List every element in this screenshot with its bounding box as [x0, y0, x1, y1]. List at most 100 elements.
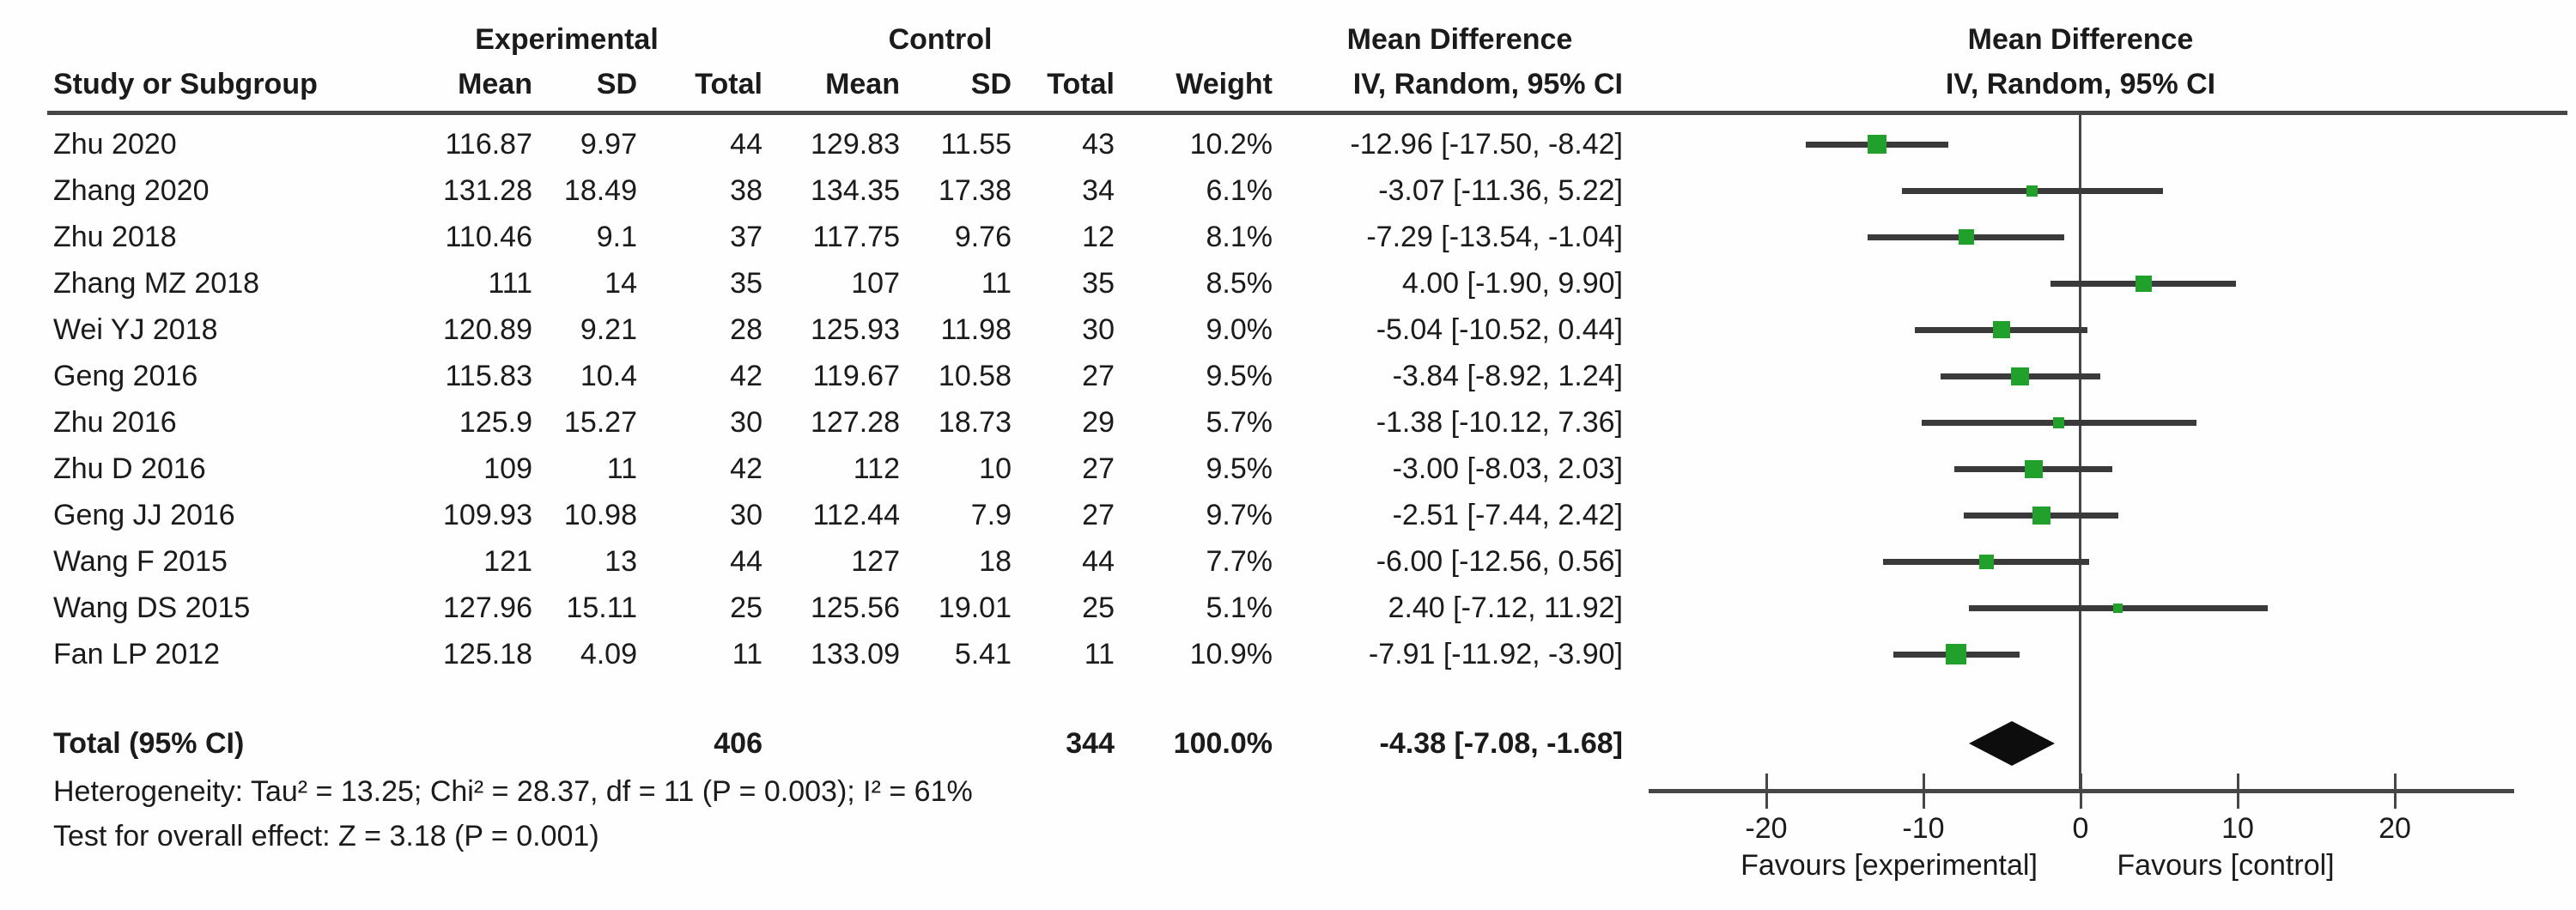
- study-cell-e_sd: 9.21: [580, 313, 637, 346]
- study-cell-ci: 2.40 [-7.12, 11.92]: [1388, 592, 1623, 624]
- study-cell-c_total: 29: [1082, 406, 1115, 439]
- effect-marker: [2024, 459, 2043, 478]
- study-cell-c_mean: 134.35: [811, 174, 900, 207]
- study-cell-c_sd: 19.01: [938, 592, 1012, 624]
- study-cell-ci: -3.00 [-8.03, 2.03]: [1392, 452, 1623, 485]
- study-cell-ci: 4.00 [-1.90, 9.90]: [1401, 267, 1623, 300]
- study-label: Wang F 2015: [53, 545, 228, 578]
- study-cell-ci: -7.29 [-13.54, -1.04]: [1366, 221, 1623, 253]
- study-cell-e_total: 42: [730, 452, 762, 485]
- total-label: Total (95% CI): [53, 727, 245, 760]
- effect-marker: [2026, 185, 2038, 197]
- study-cell-c_mean: 117.75: [812, 221, 900, 253]
- effect-marker: [2032, 506, 2050, 525]
- study-cell-c_sd: 18.73: [938, 406, 1012, 439]
- study-cell-ci: -7.91 [-11.92, -3.90]: [1368, 638, 1623, 670]
- study-label: Wang DS 2015: [53, 592, 251, 624]
- col-header-ctrl-mean: Mean: [825, 68, 900, 100]
- study-cell-e_mean: 131.28: [443, 174, 532, 207]
- study-cell-e_mean: 109: [483, 452, 532, 485]
- total-exp-total: 406: [714, 727, 762, 760]
- study-cell-e_sd: 15.11: [566, 592, 637, 624]
- study-cell-c_sd: 17.38: [938, 174, 1012, 207]
- tick-label: -10: [1902, 812, 1945, 845]
- study-cell-weight: 5.7%: [1206, 406, 1273, 439]
- study-cell-weight: 9.5%: [1206, 452, 1273, 485]
- study-cell-weight: 9.0%: [1206, 313, 1273, 346]
- study-label: Wei YJ 2018: [53, 313, 218, 346]
- col-header-exp-total: Total: [695, 68, 762, 100]
- study-cell-weight: 7.7%: [1206, 545, 1273, 578]
- study-cell-c_total: 35: [1082, 267, 1115, 300]
- study-cell-c_mean: 133.09: [811, 638, 900, 670]
- study-cell-c_sd: 11: [981, 267, 1012, 300]
- study-cell-c_mean: 125.56: [811, 592, 900, 624]
- study-cell-weight: 6.1%: [1206, 174, 1273, 207]
- effect-marker: [2135, 275, 2152, 292]
- overall-effect-note: Test for overall effect: Z = 3.18 (P = 0…: [53, 820, 599, 852]
- study-cell-e_mean: 125.18: [443, 638, 532, 670]
- effect-marker: [2011, 367, 2030, 385]
- study-cell-e_mean: 121: [483, 545, 532, 578]
- study-label: Geng 2016: [53, 360, 198, 392]
- total-weight: 100.0%: [1173, 727, 1273, 760]
- heterogeneity-note: Heterogeneity: Tau² = 13.25; Chi² = 28.3…: [53, 775, 973, 808]
- summary-diamond: [1969, 721, 2055, 766]
- study-cell-weight: 9.5%: [1206, 360, 1273, 392]
- study-label: Zhang MZ 2018: [53, 267, 260, 300]
- axis-tick: [1922, 774, 1925, 809]
- tick-label: -20: [1745, 812, 1788, 845]
- col-header-ctrl-sd: SD: [970, 68, 1012, 100]
- study-label: Fan LP 2012: [53, 638, 221, 670]
- study-cell-e_total: 30: [730, 499, 762, 531]
- col-header-ctrl-total: Total: [1047, 68, 1115, 100]
- study-cell-c_total: 27: [1082, 499, 1115, 531]
- study-cell-c_sd: 11.98: [940, 313, 1012, 346]
- effect-marker: [1867, 135, 1886, 154]
- study-cell-e_sd: 4.09: [580, 638, 637, 670]
- study-cell-e_sd: 11: [606, 452, 637, 485]
- study-cell-c_total: 12: [1082, 221, 1115, 253]
- study-cell-e_mean: 109.93: [443, 499, 532, 531]
- study-label: Zhu D 2016: [53, 452, 206, 485]
- study-cell-e_total: 42: [730, 360, 762, 392]
- experimental-group-header: Experimental: [475, 23, 659, 56]
- favours-experimental-label: Favours [experimental]: [1741, 849, 2038, 882]
- study-cell-e_mean: 111: [488, 267, 532, 300]
- col-header-exp-mean: Mean: [458, 68, 532, 100]
- study-cell-e_total: 44: [730, 128, 762, 161]
- md-column-header-line1: Mean Difference: [1346, 23, 1573, 56]
- study-cell-ci: -12.96 [-17.50, -8.42]: [1350, 128, 1623, 161]
- study-cell-weight: 10.2%: [1189, 128, 1273, 161]
- favours-control-label: Favours [control]: [2117, 849, 2335, 882]
- study-cell-e_total: 44: [730, 545, 762, 578]
- md-plot-header-line2: IV, Random, 95% CI: [1945, 68, 2216, 100]
- study-cell-e_total: 38: [730, 174, 762, 207]
- study-cell-e_total: 25: [730, 592, 762, 624]
- control-group-header: Control: [888, 23, 993, 56]
- study-cell-c_mean: 119.67: [812, 360, 900, 392]
- study-cell-ci: -1.38 [-10.12, 7.36]: [1376, 406, 1623, 439]
- study-cell-e_mean: 125.9: [459, 406, 532, 439]
- study-cell-e_sd: 14: [605, 267, 637, 300]
- col-header-ci: IV, Random, 95% CI: [1352, 68, 1623, 100]
- study-cell-e_sd: 9.1: [596, 221, 637, 253]
- study-cell-ci: -3.84 [-8.92, 1.24]: [1392, 360, 1623, 392]
- study-cell-c_total: 44: [1082, 545, 1115, 578]
- study-cell-e_mean: 120.89: [443, 313, 532, 346]
- study-cell-e_total: 30: [730, 406, 762, 439]
- study-cell-c_mean: 125.93: [811, 313, 900, 346]
- total-ci-text: -4.38 [-7.08, -1.68]: [1379, 727, 1623, 760]
- study-cell-c_mean: 127: [851, 545, 900, 578]
- tick-label: 0: [2072, 812, 2089, 845]
- study-cell-weight: 10.9%: [1189, 638, 1273, 670]
- study-cell-e_sd: 9.97: [580, 128, 637, 161]
- study-label: Zhu 2020: [53, 128, 177, 161]
- study-cell-weight: 5.1%: [1206, 592, 1273, 624]
- study-cell-c_sd: 18: [979, 545, 1012, 578]
- col-header-study: Study or Subgroup: [53, 68, 318, 100]
- study-cell-c_total: 11: [1084, 638, 1115, 670]
- study-cell-ci: -3.07 [-11.36, 5.22]: [1378, 174, 1623, 207]
- study-cell-c_mean: 112: [853, 452, 900, 485]
- study-cell-e_sd: 13: [605, 545, 637, 578]
